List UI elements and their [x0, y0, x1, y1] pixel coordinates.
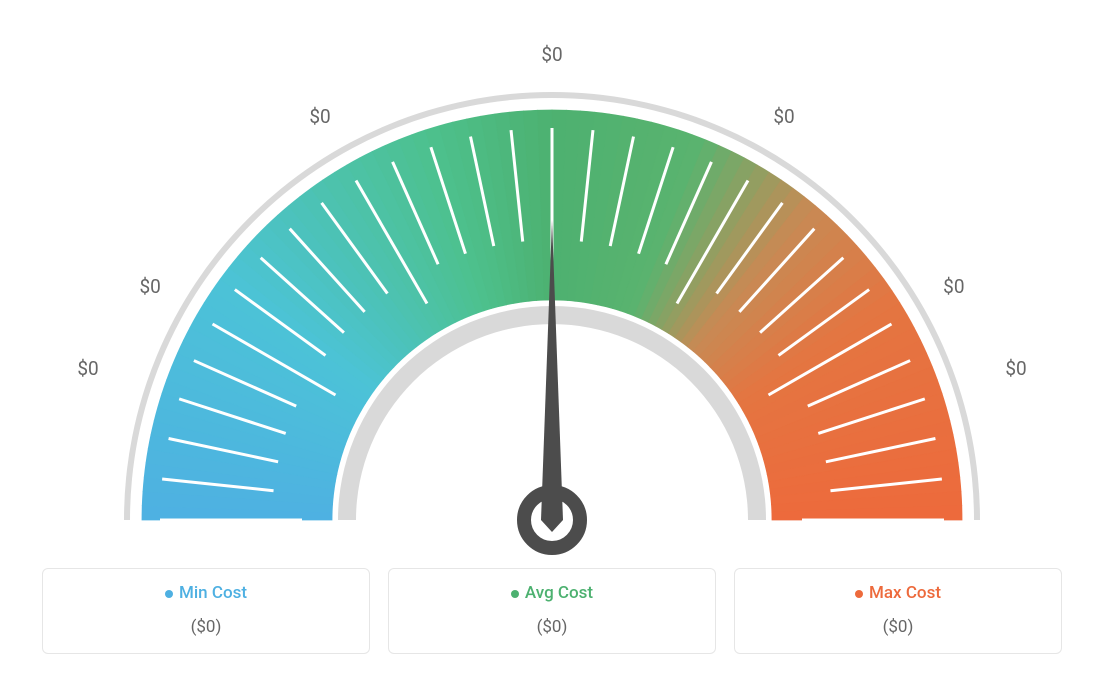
- gauge-tick-label: $0: [139, 275, 160, 298]
- legend-card-value: ($0): [745, 617, 1051, 637]
- legend-dot-icon: [165, 590, 173, 598]
- legend-card: Avg Cost ($0): [388, 568, 716, 654]
- legend-card-title: Max Cost: [745, 583, 1051, 603]
- gauge-tick-label: $0: [773, 105, 794, 128]
- gauge-chart: $0 $0 $0 $0 $0 $0 $0: [0, 0, 1104, 560]
- legend-dot-icon: [511, 590, 519, 598]
- legend-card: Max Cost ($0): [734, 568, 1062, 654]
- legend-dot-icon: [855, 590, 863, 598]
- gauge-tick-label: $0: [1005, 357, 1026, 380]
- gauge-tick-label: $0: [77, 357, 98, 380]
- legend-row: Min Cost ($0) Avg Cost ($0) Max Cost ($0): [0, 568, 1104, 654]
- legend-card: Min Cost ($0): [42, 568, 370, 654]
- gauge-tick-label: $0: [541, 43, 562, 66]
- gauge-tick-label: $0: [309, 105, 330, 128]
- gauge-svg: $0 $0 $0 $0 $0 $0 $0: [0, 0, 1104, 560]
- legend-title-text: Max Cost: [869, 583, 941, 603]
- legend-card-title: Min Cost: [53, 583, 359, 603]
- legend-card-title: Avg Cost: [399, 583, 705, 603]
- legend-card-value: ($0): [399, 617, 705, 637]
- gauge-tick-label: $0: [943, 275, 964, 298]
- legend-title-text: Avg Cost: [525, 583, 593, 603]
- legend-title-text: Min Cost: [179, 583, 247, 603]
- legend-card-value: ($0): [53, 617, 359, 637]
